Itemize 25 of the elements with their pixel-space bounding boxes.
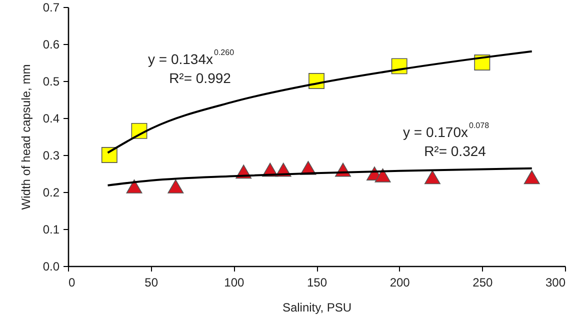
y-tick-label: 0.2	[42, 186, 60, 200]
y-tick-label: 0.7	[42, 0, 60, 14]
point	[374, 168, 391, 182]
x-tick-label: 200	[390, 276, 410, 290]
x-tick-label: 150	[306, 276, 328, 290]
x-tick-label: 100	[224, 276, 244, 290]
x-tick-label: 300	[545, 276, 566, 290]
x-axis-title: Salinity, PSU	[282, 300, 352, 314]
point	[126, 179, 142, 194]
x-tick-label: 250	[472, 276, 493, 290]
x-tick-label: 50	[144, 276, 158, 290]
point	[168, 179, 184, 194]
y-axis-title: Width of head capsule, mm	[18, 64, 33, 210]
y-tick-label: 0.3	[42, 148, 60, 162]
annotation: R²= 0.992	[169, 70, 232, 86]
y-tick-label: 0.6	[42, 38, 60, 52]
point	[424, 170, 440, 184]
point	[101, 147, 118, 163]
y-tick-label: 0.4	[42, 112, 60, 126]
annotation: R²= 0.324	[424, 143, 486, 159]
point	[524, 170, 540, 184]
y-tick-label: 0.0	[42, 260, 60, 274]
x-tick-label: 0	[68, 276, 76, 290]
y-tick-label: 0.5	[42, 74, 60, 88]
y-tick-label: 0.1	[42, 222, 60, 236]
